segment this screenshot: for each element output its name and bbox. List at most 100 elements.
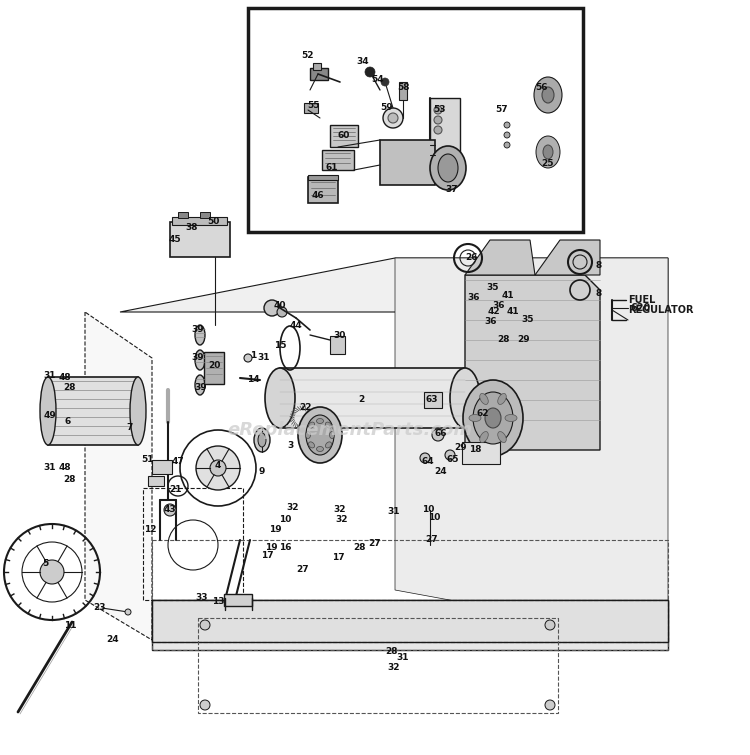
Text: 3: 3 [288, 440, 294, 449]
Circle shape [434, 106, 442, 114]
Text: 28: 28 [354, 544, 366, 553]
Ellipse shape [130, 377, 146, 445]
Bar [462, 442, 500, 464]
Text: 49: 49 [44, 411, 56, 420]
Text: 24: 24 [435, 467, 447, 476]
Bar [399, 82, 407, 100]
Ellipse shape [254, 428, 270, 452]
Text: 620: 620 [630, 303, 650, 313]
Text: 35: 35 [522, 316, 534, 325]
Text: 5: 5 [42, 559, 48, 569]
Text: 27: 27 [426, 535, 438, 544]
Circle shape [504, 142, 510, 148]
Bar [152, 600, 668, 642]
Text: 31: 31 [258, 353, 270, 362]
Text: 27: 27 [297, 565, 309, 575]
Ellipse shape [536, 136, 560, 168]
Text: 60: 60 [338, 131, 350, 140]
Text: 22: 22 [298, 403, 311, 412]
Bar [152, 600, 668, 650]
Text: 52: 52 [302, 51, 314, 60]
Text: 65: 65 [447, 455, 459, 464]
Text: 26: 26 [465, 254, 477, 263]
Bar [172, 217, 227, 225]
Text: 37: 37 [446, 186, 458, 195]
Text: FUEL: FUEL [628, 295, 656, 305]
Text: 35: 35 [487, 283, 500, 292]
Text: 56: 56 [535, 84, 548, 93]
Text: 31: 31 [44, 371, 56, 380]
Ellipse shape [534, 77, 562, 113]
Ellipse shape [306, 415, 334, 455]
Text: 19: 19 [265, 544, 278, 553]
Polygon shape [395, 258, 668, 640]
Text: 42: 42 [488, 307, 500, 316]
Ellipse shape [316, 418, 323, 424]
Bar [280, 368, 465, 428]
Text: 17: 17 [332, 553, 344, 562]
Text: 28: 28 [64, 384, 76, 393]
Ellipse shape [40, 377, 56, 445]
Bar [200, 212, 210, 218]
Circle shape [264, 300, 280, 316]
Bar [148, 476, 164, 486]
Text: 40: 40 [274, 300, 286, 310]
Text: 55: 55 [307, 100, 320, 109]
Ellipse shape [450, 368, 480, 428]
Text: 32: 32 [334, 506, 346, 514]
Text: 31: 31 [388, 507, 400, 516]
Ellipse shape [258, 433, 266, 447]
Circle shape [383, 108, 403, 128]
Ellipse shape [326, 422, 332, 428]
Text: 48: 48 [58, 374, 71, 383]
Circle shape [545, 620, 555, 630]
Text: 48: 48 [58, 464, 71, 473]
Text: 32: 32 [388, 662, 400, 671]
Ellipse shape [480, 432, 488, 442]
Text: 54: 54 [372, 76, 384, 85]
Bar [170, 222, 230, 257]
Polygon shape [85, 312, 152, 640]
Ellipse shape [195, 375, 205, 395]
Circle shape [504, 122, 510, 128]
Text: 41: 41 [507, 307, 519, 316]
Text: 45: 45 [169, 236, 182, 245]
Text: 59: 59 [381, 103, 393, 112]
Text: 38: 38 [186, 223, 198, 233]
Text: 39: 39 [192, 325, 204, 334]
Text: 28: 28 [386, 646, 398, 655]
Text: 16: 16 [279, 544, 291, 553]
Text: 36: 36 [484, 318, 497, 326]
Bar [224, 594, 252, 606]
Text: 33: 33 [196, 593, 208, 602]
Bar [308, 177, 338, 203]
Polygon shape [465, 240, 535, 275]
Text: 24: 24 [106, 636, 119, 645]
Text: 8: 8 [596, 288, 602, 297]
Circle shape [504, 132, 510, 138]
Text: 12: 12 [144, 525, 156, 535]
Text: 27: 27 [369, 538, 381, 547]
Polygon shape [120, 258, 668, 312]
Bar [143, 488, 243, 600]
Circle shape [210, 460, 226, 476]
Text: 6: 6 [64, 418, 71, 427]
Text: 8: 8 [596, 260, 602, 270]
Text: 13: 13 [211, 597, 224, 606]
Ellipse shape [430, 146, 466, 190]
Ellipse shape [316, 446, 323, 451]
Bar [304, 103, 318, 113]
Text: 41: 41 [502, 291, 515, 300]
Text: 10: 10 [279, 516, 291, 525]
Ellipse shape [265, 368, 295, 428]
Circle shape [434, 116, 442, 124]
Text: 57: 57 [496, 106, 508, 115]
Text: 31: 31 [44, 464, 56, 473]
Circle shape [244, 354, 252, 362]
Text: eReplacementParts.com: eReplacementParts.com [227, 421, 472, 439]
Circle shape [277, 307, 287, 317]
Circle shape [388, 113, 398, 123]
Circle shape [196, 446, 240, 490]
Bar [178, 212, 188, 218]
Text: 15: 15 [274, 341, 286, 350]
